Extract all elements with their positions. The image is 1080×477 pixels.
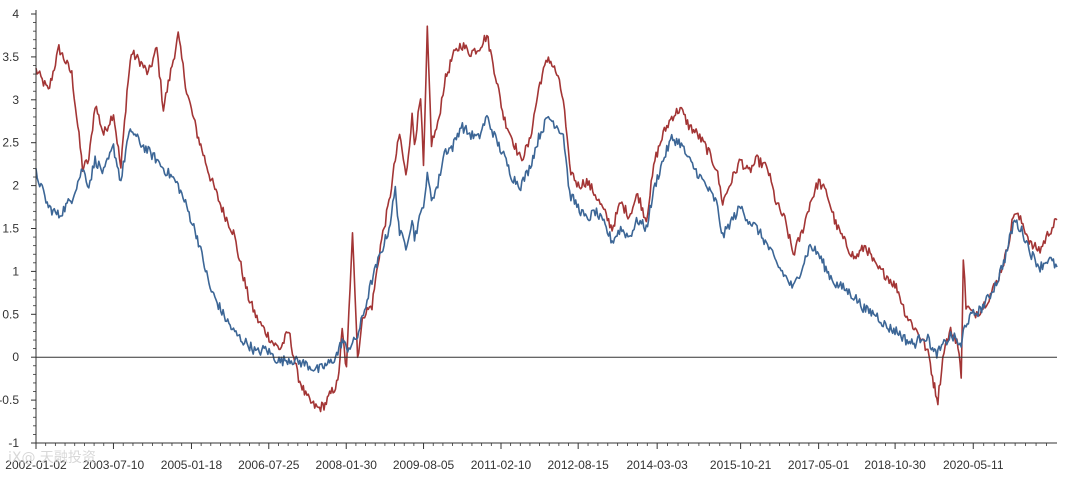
x-tick-label: 2011-02-10 — [471, 458, 532, 472]
watermark-text: iX@ 天融投资 — [8, 450, 96, 466]
x-tick-label: 2015-10-21 — [710, 458, 772, 472]
y-tick-label: 1 — [12, 264, 19, 278]
series-line-2 — [35, 114, 1058, 374]
x-tick-label: 2012-08-15 — [547, 458, 609, 472]
x-tick-label: 2008-01-30 — [316, 458, 378, 472]
y-tick-label: 2.5 — [2, 136, 19, 150]
x-tick-label: 2002-01-02 — [5, 458, 67, 472]
x-tick-label: 2014-03-03 — [626, 458, 688, 472]
series-layer — [35, 25, 1058, 413]
y-tick-label: 0 — [12, 350, 19, 364]
x-tick-label: 2005-01-18 — [161, 458, 223, 472]
x-axis: 2002-01-02 2003-07-10 2005-01-18 2006-07-25… — [5, 442, 1057, 472]
x-tick-label: 2017-05-01 — [788, 458, 850, 472]
y-tick-label: 4 — [12, 7, 19, 21]
x-tick-label: 2003-07-10 — [83, 458, 145, 472]
x-tick-label: 2018-10-30 — [864, 458, 926, 472]
y-tick-label: 1.5 — [2, 222, 19, 236]
y-axis: -1 -0.5 0 0.5 1 1.5 2 2.5 3 3.5 4 — [0, 7, 37, 450]
y-tick-label: 3.5 — [2, 50, 19, 64]
x-tick-label: 2020-05-11 — [943, 458, 1004, 472]
x-tick-label: 2009-08-05 — [393, 458, 455, 472]
y-tick-label: -0.5 — [0, 393, 19, 407]
y-tick-label: 3 — [12, 93, 19, 107]
y-tick-label: 2 — [12, 179, 19, 193]
y-tick-label: 0.5 — [2, 307, 19, 321]
y-tick-label: -1 — [8, 436, 19, 450]
series-line-1 — [35, 25, 1058, 413]
x-tick-label: 2006-07-25 — [238, 458, 300, 472]
